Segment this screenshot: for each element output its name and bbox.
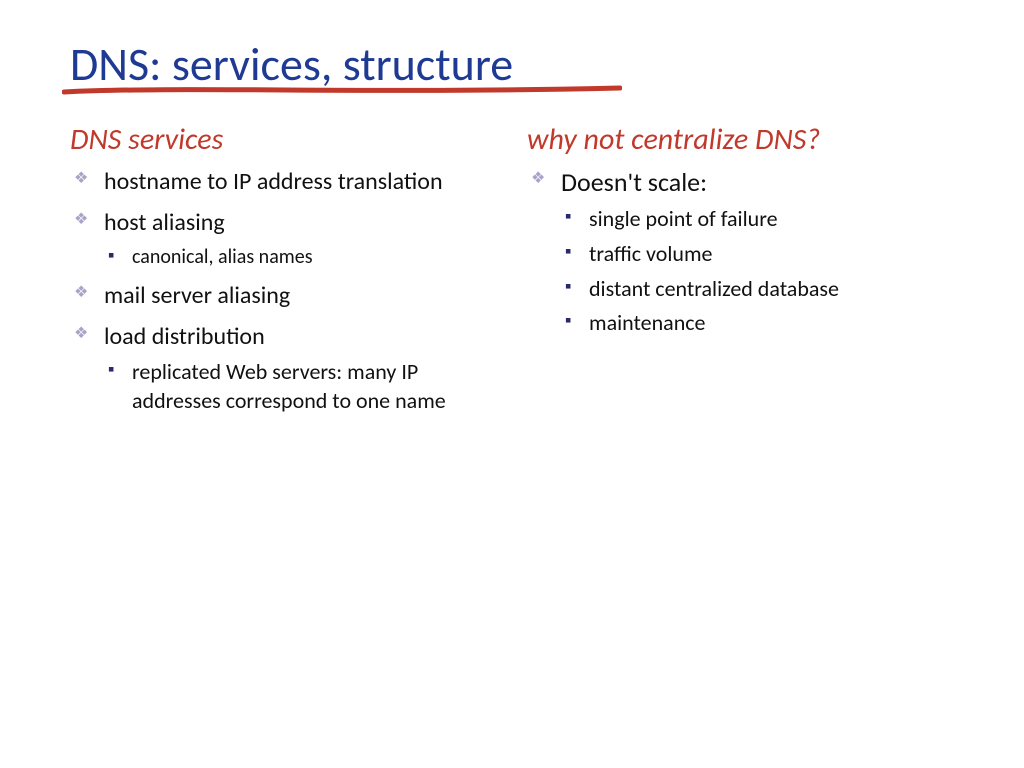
right-sublist: single point of failure traffic volume dis…	[561, 205, 954, 337]
left-item: hostname to IP address translation	[70, 166, 497, 197]
left-sublist: replicated Web servers: many IP addresse…	[104, 358, 497, 415]
left-item-text: mail server aliasing	[104, 281, 290, 310]
right-list: Doesn't scale: single point of failure tra…	[527, 166, 954, 338]
right-subitem: maintenance	[561, 309, 954, 338]
left-item: mail server aliasing	[70, 280, 497, 311]
left-item-text: load distribution	[104, 322, 265, 351]
left-column: DNS services hostname to IP address tran…	[70, 121, 497, 426]
title-wrap: DNS: services, structure	[70, 40, 513, 91]
right-item: Doesn't scale: single point of failure tra…	[527, 166, 954, 338]
left-list: hostname to IP address translation host a…	[70, 166, 497, 416]
right-subitem: single point of failure	[561, 205, 954, 234]
right-subitem: traffic volume	[561, 240, 954, 269]
left-item-text: hostname to IP address translation	[104, 167, 443, 196]
right-column: why not centralize DNS? Doesn't scale: si…	[527, 121, 954, 426]
slide-title: DNS: services, structure	[70, 40, 513, 91]
left-item: host aliasing canonical, alias names	[70, 207, 497, 270]
left-heading: DNS services	[70, 121, 497, 158]
left-subitem: replicated Web servers: many IP addresse…	[104, 358, 497, 415]
right-item-text: Doesn't scale:	[561, 166, 707, 198]
slide: DNS: services, structure DNS services ho…	[0, 0, 1024, 768]
left-sublist: canonical, alias names	[104, 244, 497, 270]
left-subitem: canonical, alias names	[104, 244, 497, 270]
right-subitem: distant centralized database	[561, 275, 954, 304]
left-item-text: host aliasing	[104, 208, 225, 237]
columns: DNS services hostname to IP address tran…	[70, 121, 954, 426]
right-heading: why not centralize DNS?	[527, 121, 954, 158]
left-item: load distribution replicated Web servers:…	[70, 321, 497, 415]
